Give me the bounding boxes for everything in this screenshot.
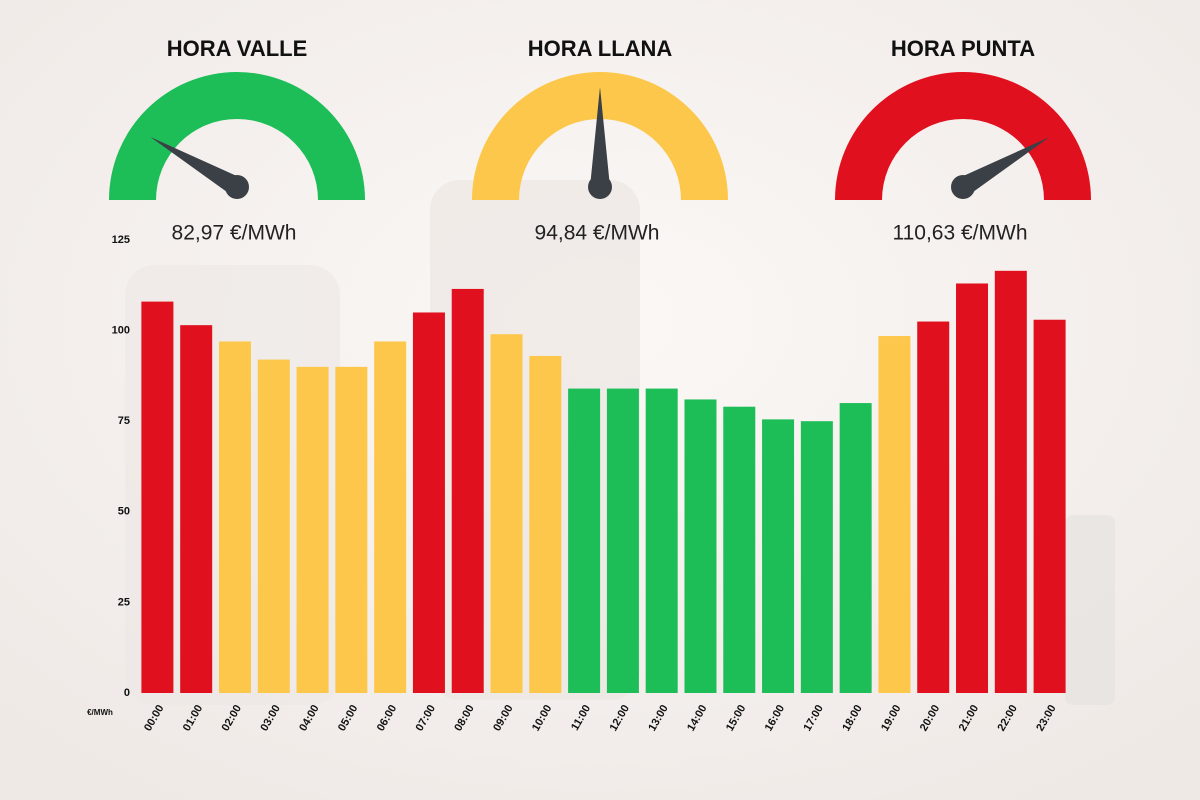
bar xyxy=(257,359,290,693)
bar xyxy=(490,334,523,693)
background-shape xyxy=(1065,515,1115,705)
bar xyxy=(412,312,445,693)
gauge-arc xyxy=(835,72,1091,200)
y-tick-label: 25 xyxy=(118,596,130,608)
bar xyxy=(878,336,911,693)
bar xyxy=(374,341,407,693)
bar xyxy=(141,301,174,693)
bar xyxy=(839,403,872,693)
bar xyxy=(335,366,368,693)
bar xyxy=(762,419,795,693)
bar xyxy=(218,341,251,693)
bar xyxy=(917,321,950,693)
bar xyxy=(1033,319,1066,693)
gauge-value: 82,97 €/MWh xyxy=(172,222,297,245)
bar xyxy=(180,325,213,693)
bar xyxy=(568,388,601,693)
bar xyxy=(800,421,833,693)
bar xyxy=(956,283,989,693)
gauge-value: 110,63 €/MWh xyxy=(892,222,1027,245)
y-tick-label: 50 xyxy=(118,506,130,518)
y-tick-label: 0 xyxy=(124,687,130,699)
gauge-needle xyxy=(590,87,610,187)
gauge-needle xyxy=(958,137,1050,196)
bar xyxy=(994,270,1027,693)
y-tick-label: 100 xyxy=(112,325,130,337)
bar xyxy=(451,288,484,693)
gauge-title: HORA VALLE xyxy=(167,36,308,61)
y-tick-label: 75 xyxy=(118,415,130,427)
gauge-value: 94,84 €/MWh xyxy=(535,222,660,245)
y-axis-unit: €/MWh xyxy=(87,708,113,717)
gauge-hub xyxy=(951,175,975,199)
bar xyxy=(296,366,329,693)
gauge-hub xyxy=(588,175,612,199)
y-tick-label: 125 xyxy=(112,234,130,246)
gauge-needle xyxy=(150,137,242,196)
gauge-title: HORA LLANA xyxy=(528,36,673,61)
bar xyxy=(723,406,756,693)
bar xyxy=(606,388,639,693)
gauge-arc xyxy=(472,72,728,200)
bar xyxy=(645,388,678,693)
gauge-hub xyxy=(225,175,249,199)
bar xyxy=(684,399,717,693)
gauge-title: HORA PUNTA xyxy=(891,36,1035,61)
gauge-arc xyxy=(109,72,365,200)
bar xyxy=(529,355,562,693)
